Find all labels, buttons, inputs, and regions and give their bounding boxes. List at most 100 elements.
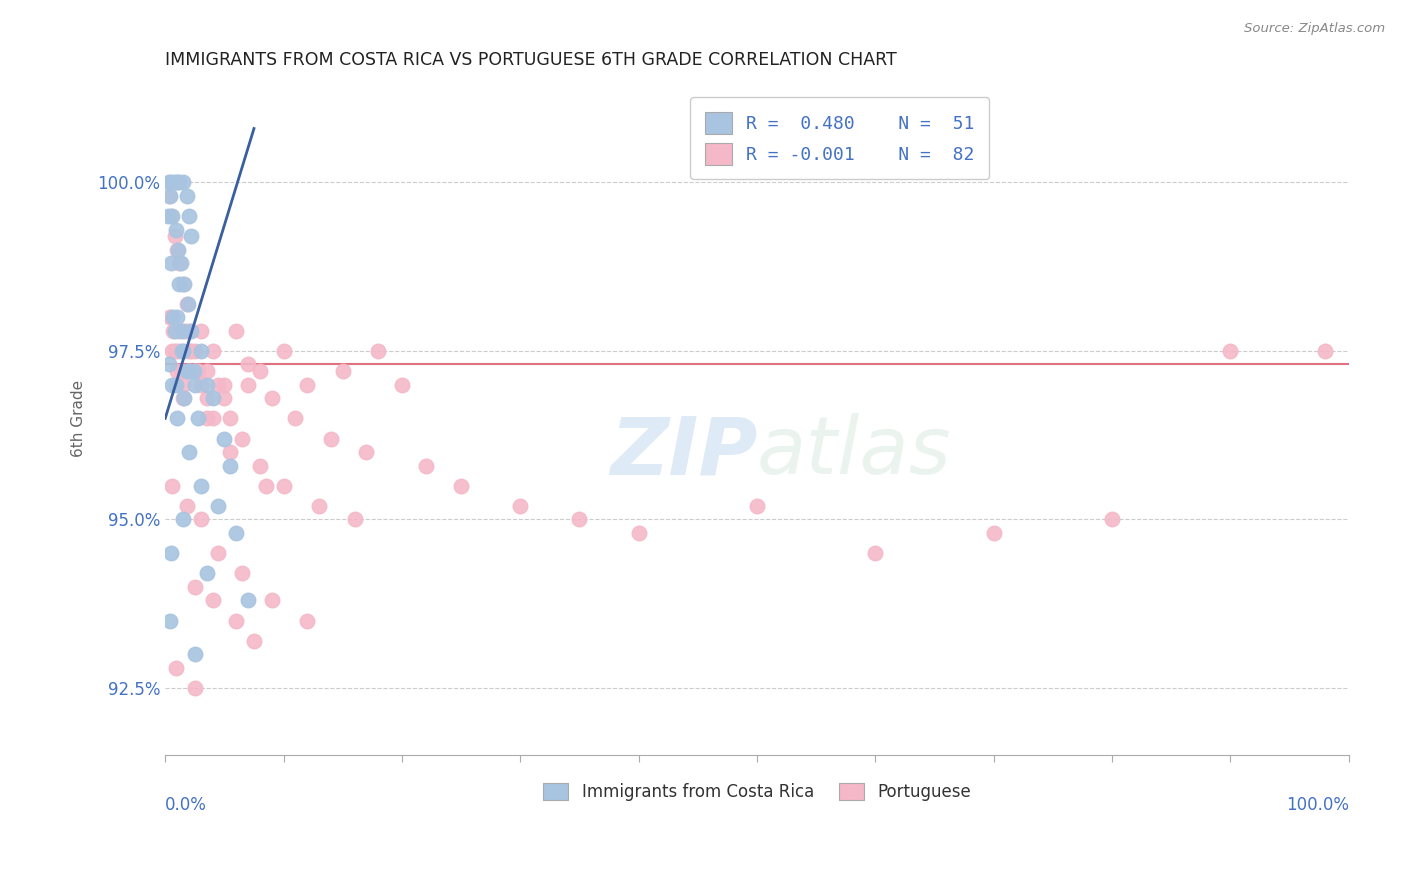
Point bbox=[172, 377, 194, 392]
Point bbox=[297, 377, 319, 392]
Point bbox=[190, 343, 212, 358]
Point bbox=[190, 512, 212, 526]
Point bbox=[195, 411, 218, 425]
Point bbox=[157, 176, 180, 190]
Point bbox=[169, 256, 191, 270]
Point bbox=[172, 176, 194, 190]
Point bbox=[190, 479, 212, 493]
Point bbox=[160, 209, 183, 223]
Point bbox=[225, 614, 247, 628]
Point bbox=[184, 343, 207, 358]
Point bbox=[627, 525, 650, 540]
Point bbox=[249, 364, 271, 378]
Point bbox=[180, 343, 202, 358]
Point bbox=[391, 377, 413, 392]
Point bbox=[184, 377, 207, 392]
Point bbox=[1101, 512, 1123, 526]
Point bbox=[165, 661, 187, 675]
Point bbox=[214, 377, 236, 392]
Point bbox=[169, 277, 191, 291]
Point bbox=[176, 499, 198, 513]
Point bbox=[273, 343, 295, 358]
Point bbox=[195, 391, 218, 405]
Point bbox=[195, 377, 218, 392]
Point bbox=[167, 343, 190, 358]
Point bbox=[568, 512, 591, 526]
Point bbox=[231, 566, 253, 581]
Text: ZIP: ZIP bbox=[610, 413, 756, 491]
Point bbox=[249, 458, 271, 473]
Point bbox=[162, 343, 184, 358]
Point bbox=[166, 243, 188, 257]
Text: 100.0%: 100.0% bbox=[1286, 796, 1348, 814]
Point bbox=[225, 324, 247, 338]
Point bbox=[1219, 343, 1241, 358]
Point bbox=[163, 229, 186, 244]
Point bbox=[166, 364, 188, 378]
Y-axis label: 6th Grade: 6th Grade bbox=[72, 380, 86, 457]
Point bbox=[201, 593, 224, 607]
Point bbox=[201, 343, 224, 358]
Point bbox=[236, 358, 259, 372]
Point bbox=[184, 681, 207, 695]
Point bbox=[231, 432, 253, 446]
Point bbox=[156, 209, 179, 223]
Point bbox=[173, 391, 195, 405]
Point bbox=[219, 458, 242, 473]
Point bbox=[236, 593, 259, 607]
Point bbox=[983, 525, 1005, 540]
Point bbox=[160, 546, 183, 560]
Point bbox=[176, 297, 198, 311]
Point bbox=[219, 411, 242, 425]
Text: 0.0%: 0.0% bbox=[166, 796, 207, 814]
Point bbox=[163, 343, 186, 358]
Point bbox=[183, 364, 205, 378]
Point bbox=[214, 391, 236, 405]
Point bbox=[169, 256, 191, 270]
Point bbox=[160, 176, 183, 190]
Point bbox=[157, 358, 180, 372]
Point bbox=[207, 377, 229, 392]
Point bbox=[167, 243, 190, 257]
Point bbox=[163, 176, 186, 190]
Point bbox=[162, 377, 184, 392]
Text: atlas: atlas bbox=[756, 413, 952, 491]
Point bbox=[166, 411, 188, 425]
Point bbox=[162, 324, 184, 338]
Point bbox=[254, 479, 277, 493]
Point bbox=[450, 479, 472, 493]
Point bbox=[367, 343, 389, 358]
Point bbox=[415, 458, 437, 473]
Point bbox=[159, 189, 181, 203]
Point bbox=[172, 512, 194, 526]
Point bbox=[236, 377, 259, 392]
Point bbox=[201, 391, 224, 405]
Point bbox=[180, 324, 202, 338]
Point bbox=[273, 479, 295, 493]
Point bbox=[865, 546, 887, 560]
Point bbox=[177, 209, 200, 223]
Point bbox=[343, 512, 366, 526]
Point bbox=[162, 209, 184, 223]
Point bbox=[176, 189, 198, 203]
Point bbox=[356, 445, 378, 459]
Point bbox=[174, 324, 197, 338]
Point bbox=[177, 364, 200, 378]
Point bbox=[169, 176, 191, 190]
Point bbox=[184, 364, 207, 378]
Point bbox=[195, 364, 218, 378]
Point bbox=[1313, 343, 1336, 358]
Point bbox=[207, 546, 229, 560]
Point bbox=[172, 277, 194, 291]
Point bbox=[165, 222, 187, 236]
Point bbox=[159, 310, 181, 325]
Point bbox=[166, 310, 188, 325]
Point bbox=[162, 310, 184, 325]
Legend: Immigrants from Costa Rica, Portuguese: Immigrants from Costa Rica, Portuguese bbox=[537, 776, 977, 807]
Point bbox=[332, 364, 354, 378]
Point bbox=[176, 297, 198, 311]
Point bbox=[157, 189, 180, 203]
Point bbox=[195, 566, 218, 581]
Point bbox=[297, 614, 319, 628]
Point bbox=[172, 391, 194, 405]
